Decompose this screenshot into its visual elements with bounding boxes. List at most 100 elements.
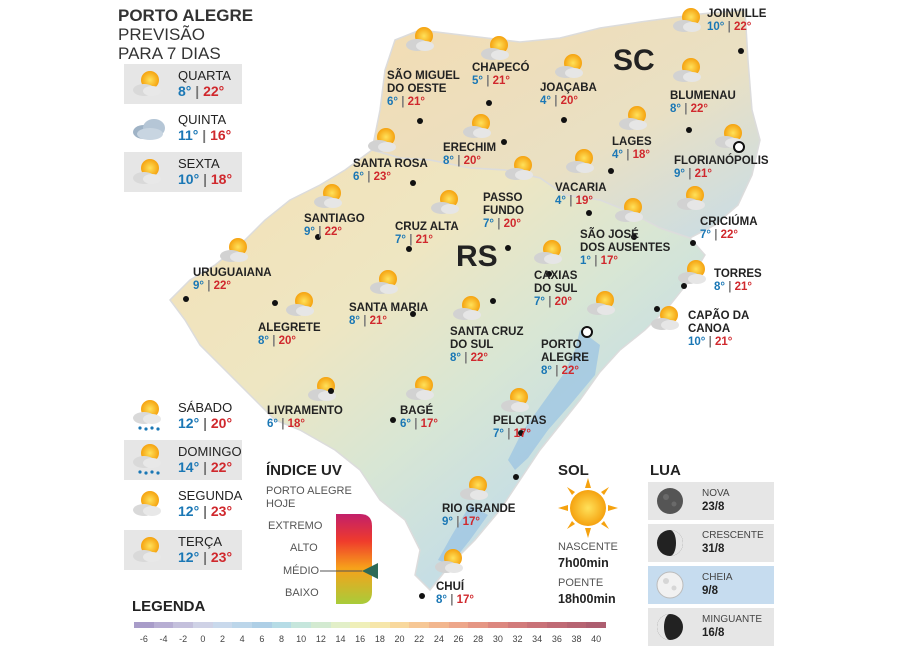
sun-cloud-icon [133, 71, 161, 96]
city-marker [561, 117, 567, 123]
sun-cloud-icon [566, 149, 594, 173]
moon-phase-full: CHEIA 9/8 [648, 566, 774, 604]
city-label: JOINVILLE 10° | 22° [707, 8, 766, 34]
sun-cloud-icon [651, 306, 679, 330]
city-marker [654, 306, 660, 312]
city-temps: 8° | 20° [443, 155, 481, 167]
city-temps: 9° | 22° [193, 280, 231, 292]
city-max-temp: 17° [420, 418, 438, 430]
city-name: ERECHIM [443, 142, 497, 154]
sun-cloud-rain-icon [133, 444, 161, 475]
city-temps: 9° | 21° [674, 168, 712, 180]
forecast-temps: 12° | 20° [178, 415, 233, 431]
uv-indicator-pointer [362, 563, 378, 579]
legend-tick-label: 38 [571, 634, 582, 644]
sun-cloud-icon [370, 270, 398, 294]
legend-tick-label: 14 [335, 634, 346, 644]
forecast-temps: 12° | 23° [178, 549, 233, 565]
sun-cloud-icon [501, 388, 529, 412]
city-max-temp: 20° [278, 335, 296, 347]
city-temps: 7° | 20° [483, 218, 521, 230]
legend-tick-label: 40 [591, 634, 602, 644]
city-name: SÃO MIGUEL [387, 70, 460, 82]
moon-phase-waning: MINGUANTE 16/8 [648, 608, 774, 646]
sun-cloud-icon [715, 124, 743, 148]
moon-phase-date: 23/8 [702, 501, 725, 513]
city-min-temp: 5° [472, 75, 483, 87]
sun-title: SOL [558, 462, 589, 479]
legend-color-bar [134, 622, 607, 628]
legend-tick-label: 24 [433, 634, 444, 644]
forecast-day-wednesday: QUARTA 8° | 22° [124, 64, 242, 104]
city-marker [681, 283, 687, 289]
city-temps: 7° | 21° [395, 234, 433, 246]
sun-cloud-icon [133, 537, 161, 562]
city-temps: 4° | 18° [612, 149, 650, 161]
legend-tick-label: 30 [492, 634, 503, 644]
legend-color-segment [507, 622, 528, 628]
city-temps: 8° | 21° [349, 315, 387, 327]
city-name: CAPÃO DA [688, 310, 750, 322]
legend-color-segment [429, 622, 449, 628]
city-marker [631, 234, 637, 240]
city-name: BLUMENAU [670, 90, 736, 102]
city-max-temp: 22° [213, 280, 231, 292]
city-marker [586, 210, 592, 216]
forecast-day-friday: SEXTA 10° | 18° [124, 152, 242, 192]
city-name: CRICIÚMA [700, 216, 758, 228]
legend-color-segment [448, 622, 469, 628]
city-marker [690, 240, 696, 246]
city-label: RIO GRANDE 9° | 17° [442, 503, 515, 529]
city-label: PORTO ALEGRE 8° | 22° [541, 339, 589, 378]
city-max-temp: 22° [734, 21, 752, 33]
city-max-temp: 21° [415, 234, 433, 246]
forecast-temps: 8° | 22° [178, 83, 225, 99]
sun-cloud-icon [677, 186, 705, 210]
uv-level-extremo: EXTREMO [268, 520, 323, 532]
city-label: ALEGRETE 8° | 20° [258, 322, 321, 348]
sun-cloud-icon [453, 296, 481, 320]
city-marker [410, 311, 416, 317]
forecast-temps: 12° | 23° [178, 503, 233, 519]
city-marker [486, 100, 492, 106]
legend-tick-label: 22 [414, 634, 425, 644]
city-marker [183, 296, 189, 302]
city-name: FUNDO [483, 205, 524, 217]
legend-color-segment [468, 622, 489, 628]
legend-color-segment [153, 622, 174, 628]
city-min-temp: 7° [493, 428, 504, 440]
city-label: CHUÍ 8° | 17° [436, 581, 474, 607]
sunset-label: POENTE [558, 577, 604, 589]
cloud-icon [133, 119, 165, 140]
legend-tick-label: 18 [374, 634, 385, 644]
legend-color-segment [193, 622, 213, 628]
city-marker [417, 118, 423, 124]
city-label: PASSO FUNDO 7° | 20° [483, 192, 524, 231]
city-max-temp: 22° [470, 352, 488, 364]
city-name: CANOA [688, 323, 731, 335]
new-moon-icon [657, 488, 683, 514]
city-temps: 8° | 22° [450, 352, 488, 364]
city-marker [686, 127, 692, 133]
city-temps: 4° | 19° [555, 195, 593, 207]
city-name: CHAPECÓ [472, 62, 530, 74]
legend-color-segment [134, 622, 154, 628]
city-min-temp: 10° [707, 21, 725, 33]
city-label: CHAPECÓ 5° | 21° [472, 62, 530, 88]
city-name: CAXIAS [534, 270, 578, 282]
sun-cloud-icon [505, 156, 533, 180]
legend-tick-label: 8 [278, 634, 285, 644]
city-name: CHUÍ [436, 581, 465, 593]
city-min-temp: 9° [442, 516, 453, 528]
sun-cloud-icon [587, 291, 615, 315]
city-max-temp: 21° [407, 96, 425, 108]
city-min-temp: 8° [670, 103, 681, 115]
city-temps: 6° | 17° [400, 418, 438, 430]
legend-color-segment [527, 622, 548, 628]
legend-ticks: -6 -4 -2 0 2 4 6 8 10 12 14 16 18 20 22 24 26 28 30 32 34 36 3… [134, 634, 606, 646]
city-min-temp: 4° [540, 95, 551, 107]
legend-color-segment [586, 622, 607, 628]
city-marker [419, 593, 425, 599]
header-line2: PREVISÃO [118, 25, 205, 44]
full-moon-icon [656, 571, 684, 599]
